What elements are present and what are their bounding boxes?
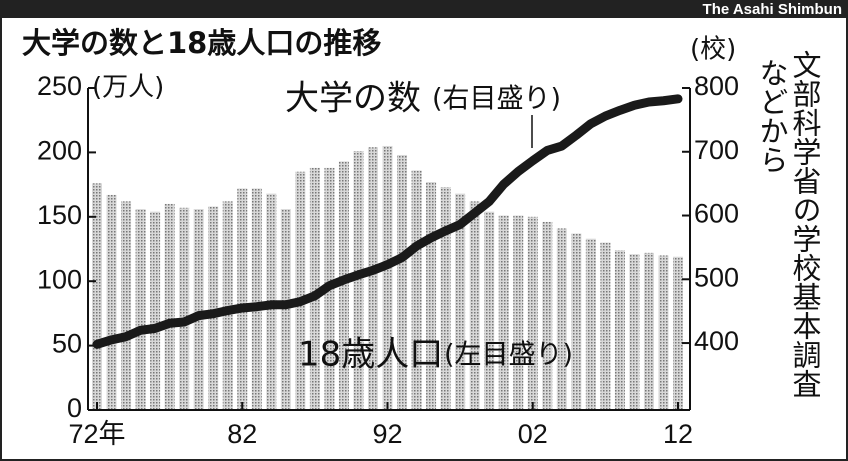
- x-tick-label: 82: [227, 419, 257, 449]
- bar-label: 18歳人口: [298, 335, 443, 375]
- bar: [179, 207, 190, 410]
- x-tick-label: 72年: [68, 419, 125, 449]
- bar: [208, 206, 219, 410]
- source: などから: [755, 58, 789, 174]
- chart-title: 大学の数と18歳人口の推移: [22, 26, 381, 60]
- x-tick-label: 12: [663, 419, 693, 449]
- bar-scale-note: (左目盛り): [444, 340, 573, 371]
- y-tick-label: 100: [37, 264, 82, 294]
- bar: [397, 154, 408, 410]
- bar: [498, 215, 509, 410]
- y2-unit: (校): [690, 35, 736, 65]
- y-unit: (万人): [92, 73, 164, 103]
- bar: [556, 228, 567, 410]
- bar: [600, 242, 611, 410]
- source: 文部科学省の学校基本調査: [788, 50, 822, 398]
- bar: [411, 170, 422, 410]
- x-tick-label: 02: [518, 419, 548, 449]
- bar: [426, 182, 437, 410]
- bar: [135, 209, 146, 410]
- bar: [513, 215, 524, 410]
- bar: [164, 203, 175, 410]
- bar: [382, 145, 393, 410]
- line: [92, 94, 683, 349]
- bar: [237, 188, 248, 410]
- bar: [614, 250, 625, 410]
- bar: [585, 238, 596, 410]
- credit: The Asahi Shimbun: [703, 1, 842, 18]
- y2-tick-label: 500: [694, 262, 739, 292]
- bar: [469, 201, 480, 410]
- bar: [527, 216, 538, 410]
- y-tick-label: 0: [67, 393, 82, 423]
- bar: [629, 254, 640, 410]
- y2-tick-label: 700: [694, 135, 739, 165]
- bar: [150, 211, 161, 410]
- bar: [367, 147, 378, 411]
- bar: [353, 151, 364, 410]
- y2-tick-label: 600: [694, 199, 739, 229]
- y2-tick-label: 800: [694, 71, 739, 101]
- bar: [309, 167, 320, 410]
- bar: [121, 201, 132, 410]
- line-label: 大学の数: [285, 79, 421, 119]
- bar: [251, 188, 262, 410]
- bar: [571, 233, 582, 410]
- y2-tick-label: 400: [694, 326, 739, 356]
- bar: [193, 209, 204, 410]
- y-tick-label: 150: [37, 200, 82, 230]
- line-scale-note: (右目盛り): [432, 84, 561, 115]
- bar: [643, 252, 654, 410]
- header-bar: [0, 0, 848, 18]
- bar: [484, 211, 495, 410]
- bar: [455, 193, 466, 410]
- bar: [295, 171, 306, 410]
- y-tick-label: 50: [52, 329, 82, 359]
- bar: [542, 221, 553, 410]
- bar: [280, 209, 291, 410]
- bar: [658, 255, 669, 410]
- bar: [106, 194, 117, 410]
- bar: [440, 187, 451, 410]
- bar: [338, 161, 349, 410]
- x-tick-label: 92: [372, 419, 402, 449]
- y-tick-label: 200: [37, 136, 82, 166]
- bar: [222, 201, 233, 410]
- bar: [673, 256, 683, 410]
- y-tick-label: 250: [37, 71, 82, 101]
- bar: [92, 183, 102, 410]
